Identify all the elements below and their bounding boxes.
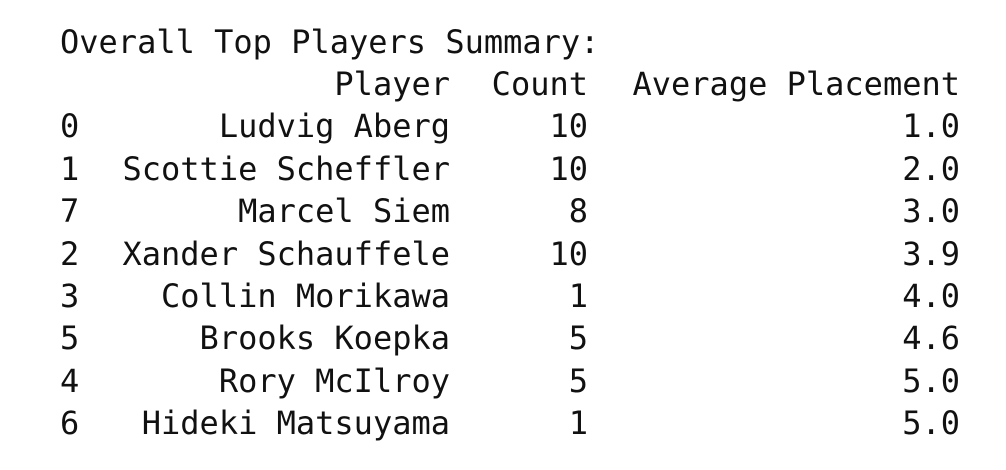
- column-header: Player: [334, 65, 450, 103]
- count: 8: [568, 192, 588, 231]
- average-placement: 4.6: [902, 319, 960, 358]
- average-placement: 5.0: [902, 404, 960, 443]
- player-name: Collin Morikawa: [161, 277, 450, 315]
- summary-title: Overall Top Players Summary:: [60, 23, 600, 61]
- row-index: 6: [60, 404, 80, 443]
- count: 1: [568, 404, 588, 443]
- average-placement: 5.0: [902, 361, 960, 400]
- row-index: 1: [60, 149, 80, 188]
- count: 5: [568, 319, 588, 358]
- count: 10: [549, 234, 588, 273]
- average-placement: 3.0: [902, 192, 960, 231]
- player-name: Marcel Siem: [238, 192, 450, 231]
- player-name: Brooks Koepka: [199, 319, 450, 358]
- row-index: 0: [60, 107, 80, 146]
- player-name: Scottie Scheffler: [122, 149, 450, 188]
- count: 10: [549, 149, 588, 188]
- row-index: 7: [60, 192, 80, 231]
- row-index: 2: [60, 234, 80, 273]
- row-index: 4: [60, 361, 80, 400]
- average-placement: 4.0: [902, 277, 960, 315]
- average-placement: 2.0: [902, 149, 960, 188]
- column-header: Average Placement: [632, 65, 960, 103]
- row-index: 5: [60, 319, 80, 358]
- column-header: Count: [491, 65, 588, 103]
- player-name: Hideki Matsuyama: [141, 404, 450, 443]
- row-index: 3: [60, 277, 80, 315]
- player-name: Xander Schauffele: [122, 234, 450, 273]
- player-name: Ludvig Aberg: [218, 107, 450, 146]
- average-placement: 1.0: [902, 107, 960, 146]
- count: 5: [568, 361, 588, 400]
- count: 10: [549, 107, 588, 146]
- player-name: Rory McIlroy: [218, 361, 450, 400]
- count: 1: [568, 277, 588, 315]
- average-placement: 3.9: [902, 234, 960, 273]
